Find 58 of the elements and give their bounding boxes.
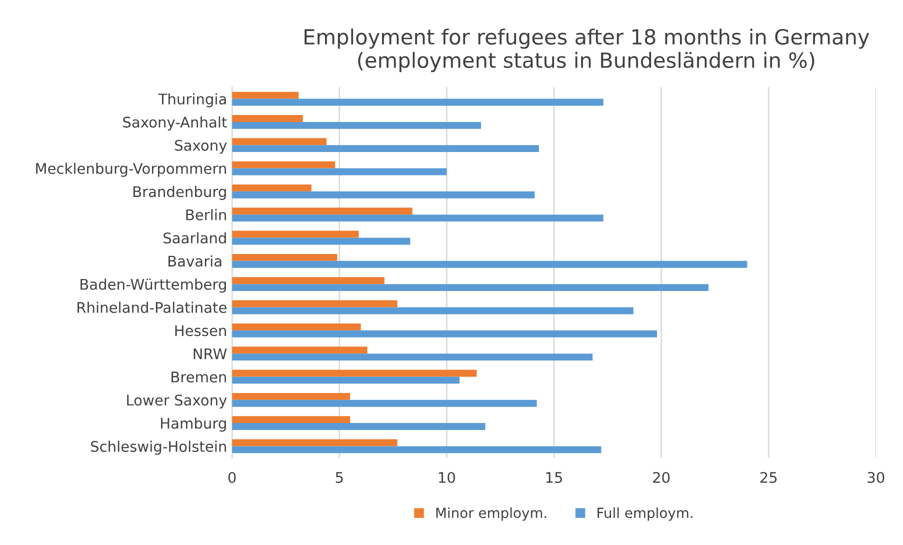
y-tick-label: Schleswig-Holstein (91, 440, 226, 455)
bar (232, 400, 537, 407)
bar (232, 168, 447, 176)
bar (232, 446, 602, 454)
bar (232, 238, 410, 245)
y-tick-label: Saxony-Anhalt (123, 116, 227, 131)
bar (232, 92, 299, 99)
y-tick-label: Hessen (175, 325, 226, 336)
legend-label: Full employm. (598, 507, 692, 521)
x-tick-label: 0 (228, 472, 236, 483)
bar (232, 284, 709, 292)
bar (232, 138, 326, 146)
bar (232, 300, 398, 308)
y-tick-label: Mecklenburg-Vorpommern (36, 162, 226, 177)
y-tick-label: Saxony (175, 140, 227, 154)
bar (232, 161, 336, 168)
bar (232, 354, 593, 361)
bar (232, 145, 539, 152)
bar (232, 260, 748, 268)
bar (232, 392, 350, 400)
bar (232, 184, 312, 192)
x-tick-label: 15 (546, 472, 562, 483)
bar (232, 122, 482, 129)
bar (232, 423, 486, 430)
legend-label: Minor employm. (436, 507, 546, 521)
x-tick-label: 10 (439, 472, 455, 483)
y-tick-label: Brandenburg (133, 186, 226, 200)
bar (232, 114, 303, 122)
x-tick-label: 30 (868, 472, 884, 483)
bar (232, 346, 368, 354)
bar (232, 416, 350, 424)
y-tick-label: Thuringia (158, 93, 226, 108)
bar (232, 191, 535, 198)
y-tick-label: NRW (194, 348, 227, 360)
bar (232, 439, 398, 446)
bar (232, 277, 384, 284)
y-tick-label: Baden-Württemberg (80, 278, 226, 293)
bar (232, 98, 604, 106)
x-tick-label: 20 (653, 472, 670, 483)
bar (232, 330, 658, 338)
bar (232, 230, 359, 238)
bar (232, 208, 412, 215)
x-tick-label: 25 (760, 472, 777, 483)
y-tick-label: Berlin (186, 209, 226, 220)
y-tick-label: Bremen (172, 372, 226, 382)
y-tick-label: Lower Saxony (127, 394, 227, 408)
bar (232, 214, 604, 222)
bar (232, 254, 338, 261)
y-tick-label: Rhineland-Palatinate (78, 302, 226, 313)
bar (232, 307, 634, 314)
bar (232, 376, 460, 384)
x-tick-label: 5 (336, 472, 343, 483)
y-tick-label: Saarland (164, 232, 226, 244)
y-tick-label: Bavaria (168, 255, 222, 267)
y-tick-label: Hamburg (161, 418, 226, 432)
bar (232, 370, 477, 377)
chart-title: Employment for refugees after 18 months in Germany (employment status in Bundesländern in %) (304, 28, 870, 72)
bar (232, 323, 361, 330)
